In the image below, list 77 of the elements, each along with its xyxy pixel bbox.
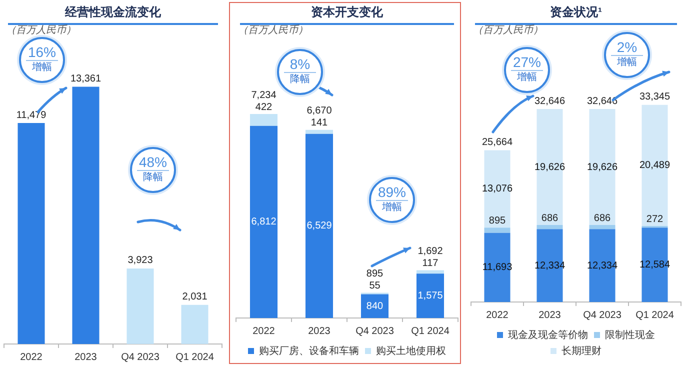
bar: [181, 304, 208, 344]
circle-badge: 89% 增幅: [369, 177, 415, 223]
data-label: 3,923: [128, 255, 154, 266]
circle-badge: 27% 增幅: [504, 47, 550, 93]
bar: [126, 268, 154, 344]
data-label: 141: [310, 118, 328, 129]
total-label: 1,692: [418, 246, 444, 258]
chart-title: 资本开支变化: [240, 4, 454, 25]
data-label: 6,529: [306, 220, 332, 232]
total-label: 895: [366, 268, 384, 280]
bar: [416, 270, 444, 274]
bar: [305, 134, 334, 318]
data-label: 13,076: [482, 184, 513, 195]
chart-title: 经营性现金流变化: [8, 4, 218, 25]
bar: [250, 114, 278, 126]
annotation: 89%: [376, 184, 408, 201]
chart-subtitle: （百万人民币）: [6, 24, 76, 37]
bar: [250, 126, 278, 318]
x-tick-label: 2023: [74, 352, 98, 363]
x-tick-label: 2022: [252, 326, 276, 337]
x-tick-label: 2023: [308, 326, 331, 337]
bar: [642, 104, 668, 226]
data-label: 422: [255, 102, 273, 113]
data-label: 117: [422, 258, 439, 270]
x-tick-label: Q1 2024: [636, 310, 674, 321]
chart-subtitle: （百万人民币）: [473, 24, 543, 37]
legend-label: 长期理财: [562, 344, 602, 357]
x-tick-label: Q1 2024: [176, 352, 214, 363]
data-label: 20,489: [639, 160, 670, 172]
data-label: 895: [488, 215, 506, 226]
bar: [589, 109, 616, 226]
bar: [72, 86, 100, 344]
bar: [589, 225, 616, 230]
data-label: 1,575: [418, 290, 444, 302]
bar: [18, 123, 45, 344]
data-label: 686: [594, 212, 612, 224]
legend-label: 购买土地使用权: [376, 344, 446, 357]
data-label: 11,479: [16, 110, 47, 121]
annotation: 降幅: [142, 171, 164, 184]
total-label: 25,664: [482, 137, 513, 148]
bar: [416, 274, 444, 318]
legend-label: 限制性现金: [605, 328, 655, 341]
chart-subtitle: （百万人民币）: [238, 24, 308, 37]
data-label: 272: [646, 214, 664, 225]
total-label: 6,670: [306, 106, 332, 117]
bar: [536, 109, 563, 226]
circle-badge: 8% 降幅: [277, 49, 323, 95]
x-tick-label: Q1 2024: [411, 326, 450, 337]
total-label: 33,345: [639, 92, 670, 103]
annotation: 48%: [137, 154, 169, 171]
x-tick-label: 2022: [20, 352, 43, 363]
bar: [484, 228, 510, 233]
circle-badge: 2% 增幅: [604, 32, 650, 78]
bar: [305, 130, 334, 134]
circle-badge: 16% 增幅: [19, 37, 65, 83]
data-label: 19,626: [534, 162, 566, 173]
annotation: 增幅: [381, 201, 403, 214]
total-label: 7,234: [251, 90, 277, 101]
x-tick-label: Q4 2023: [121, 352, 160, 363]
data-label: 6,812: [251, 216, 277, 228]
x-tick-label: Q4 2023: [356, 326, 394, 337]
data-label: 19,626: [586, 162, 618, 173]
x-tick-label: 2022: [486, 310, 509, 321]
x-tick-label: Q4 2023: [583, 310, 622, 321]
data-label: 55: [369, 280, 381, 292]
data-label: 840: [366, 300, 384, 312]
chart-title: 资金状况¹: [475, 4, 677, 25]
circle-badge: 48% 降幅: [130, 147, 176, 193]
legend-label: 现金及现金等价物: [508, 328, 588, 341]
x-tick-label: 2023: [538, 310, 562, 321]
total-label: 32,646: [534, 96, 566, 107]
bar: [484, 150, 510, 228]
data-label: 686: [541, 212, 559, 224]
data-label: 13,361: [70, 74, 102, 85]
legend-label: 购买厂房、设备和车辆: [259, 344, 359, 357]
bar: [536, 225, 563, 230]
data-label: 2,031: [182, 292, 208, 303]
